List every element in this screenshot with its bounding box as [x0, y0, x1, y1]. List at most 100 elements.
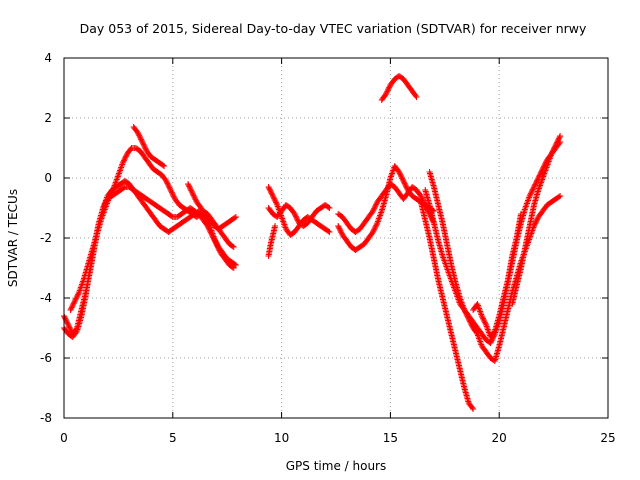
data-point — [532, 219, 539, 226]
data-point — [396, 169, 403, 175]
data-point — [401, 179, 408, 186]
data-point — [270, 194, 277, 201]
data-point — [396, 170, 403, 177]
data-point — [537, 171, 544, 178]
x-tick-label: 15 — [383, 431, 398, 445]
data-point — [168, 213, 175, 220]
data-point — [213, 238, 220, 245]
data-point — [326, 229, 333, 235]
data-point — [335, 223, 342, 229]
data-point — [384, 87, 391, 94]
data-point — [120, 157, 127, 164]
data-point — [370, 206, 377, 213]
data-point — [273, 199, 280, 206]
y-tick-label: -2 — [40, 231, 52, 245]
data-point — [373, 221, 380, 228]
data-point — [487, 340, 494, 346]
data-point — [370, 227, 377, 234]
data-point — [122, 154, 129, 161]
data-point — [399, 175, 406, 182]
data-point — [168, 189, 175, 196]
data-point — [119, 160, 126, 166]
series-arc-e — [185, 181, 239, 268]
data-point — [557, 193, 564, 199]
data-point — [553, 140, 560, 147]
data-point — [548, 151, 555, 157]
data-point — [232, 262, 239, 268]
data-point — [65, 323, 72, 330]
data-point — [266, 186, 273, 193]
data-point — [203, 216, 210, 223]
data-point — [67, 307, 74, 313]
data-point — [291, 211, 298, 217]
x-tick-label: 10 — [274, 431, 289, 445]
data-point — [531, 184, 538, 190]
data-point — [141, 142, 148, 149]
data-point — [140, 141, 147, 148]
series-arc-c — [67, 145, 239, 313]
data-point — [70, 301, 77, 308]
data-point — [463, 310, 470, 317]
data-point — [190, 191, 197, 198]
data-point — [478, 313, 485, 319]
data-point — [371, 204, 378, 211]
data-point — [107, 191, 114, 198]
data-point — [73, 329, 80, 336]
data-point — [528, 189, 535, 196]
data-point — [373, 222, 380, 229]
data-point — [229, 243, 236, 250]
data-point — [532, 181, 539, 188]
data-point — [163, 179, 170, 186]
data-point — [292, 212, 299, 219]
data-point — [212, 237, 219, 244]
data-point — [211, 235, 218, 241]
data-point — [192, 196, 199, 203]
data-point — [65, 322, 72, 328]
data-point — [135, 131, 142, 138]
data-point — [72, 296, 79, 303]
data-point — [199, 207, 206, 214]
data-point — [68, 305, 75, 312]
data-point — [335, 224, 342, 231]
data-point — [167, 185, 174, 192]
data-point — [294, 217, 301, 224]
data-point — [74, 291, 81, 298]
data-point — [269, 193, 276, 199]
data-point — [371, 225, 378, 232]
data-point — [398, 174, 405, 181]
data-point — [272, 223, 279, 229]
data-point — [338, 229, 345, 236]
data-point — [325, 204, 332, 211]
data-point — [169, 190, 176, 197]
data-point — [551, 144, 558, 151]
data-point — [418, 194, 425, 201]
y-tick-label: 2 — [44, 111, 52, 125]
data-point — [556, 193, 563, 200]
data-point — [479, 314, 486, 321]
data-point — [198, 205, 205, 211]
data-point — [372, 223, 379, 230]
data-point — [161, 163, 168, 169]
data-point — [557, 133, 564, 139]
data-point — [490, 329, 497, 336]
axis-ticks — [63, 57, 609, 419]
data-point — [191, 195, 198, 202]
data-point — [170, 193, 177, 200]
data-point — [464, 313, 471, 320]
data-point — [190, 192, 197, 199]
series-arc-h — [265, 223, 279, 259]
data-point — [293, 214, 300, 221]
data-point — [120, 184, 127, 191]
data-point — [70, 300, 77, 307]
x-axis-tick-labels: 0 5 10 15 20 25 — [60, 431, 615, 445]
data-point — [138, 137, 145, 144]
data-point — [199, 208, 206, 215]
data-point — [469, 404, 476, 411]
data-point — [533, 178, 540, 185]
data-point — [74, 292, 81, 299]
data-point — [552, 143, 559, 150]
data-point — [201, 211, 208, 218]
grid-lines — [64, 58, 608, 418]
chart-title: Day 053 of 2015, Sidereal Day-to-day VTE… — [80, 21, 587, 36]
